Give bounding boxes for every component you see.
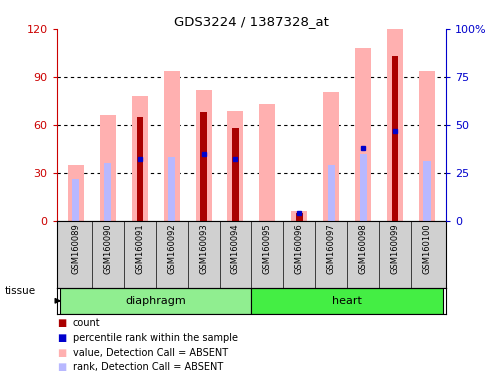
Text: diaphragm: diaphragm bbox=[125, 296, 186, 306]
Text: GSM160098: GSM160098 bbox=[359, 223, 368, 274]
Bar bbox=[251, 288, 443, 314]
Bar bbox=[328, 165, 335, 221]
Bar bbox=[296, 213, 303, 221]
Title: GDS3224 / 1387328_at: GDS3224 / 1387328_at bbox=[174, 15, 329, 28]
Bar bbox=[387, 23, 403, 221]
Text: tissue: tissue bbox=[5, 286, 36, 296]
Bar bbox=[419, 71, 435, 221]
Text: GSM160089: GSM160089 bbox=[71, 223, 80, 274]
Bar bbox=[423, 161, 430, 221]
Text: GSM160095: GSM160095 bbox=[263, 223, 272, 274]
Text: count: count bbox=[73, 318, 101, 328]
Bar bbox=[360, 154, 367, 221]
Text: ■: ■ bbox=[57, 362, 66, 372]
Bar bbox=[100, 115, 116, 221]
Text: GSM160094: GSM160094 bbox=[231, 223, 240, 274]
Bar bbox=[259, 104, 276, 221]
Bar bbox=[232, 128, 239, 221]
Text: ■: ■ bbox=[57, 348, 66, 358]
Bar bbox=[323, 92, 339, 221]
Text: GSM160100: GSM160100 bbox=[423, 223, 431, 274]
Text: GSM160096: GSM160096 bbox=[295, 223, 304, 274]
Bar bbox=[291, 211, 307, 221]
Bar bbox=[104, 163, 111, 221]
Text: GSM160093: GSM160093 bbox=[199, 223, 208, 274]
Bar bbox=[296, 213, 303, 221]
Bar bbox=[232, 163, 239, 221]
Text: ■: ■ bbox=[57, 318, 66, 328]
Text: GSM160090: GSM160090 bbox=[103, 223, 112, 274]
Text: percentile rank within the sample: percentile rank within the sample bbox=[73, 333, 238, 343]
Bar bbox=[355, 48, 371, 221]
Bar bbox=[132, 96, 148, 221]
Bar bbox=[196, 90, 211, 221]
Bar bbox=[137, 117, 143, 221]
Bar bbox=[68, 165, 84, 221]
Text: value, Detection Call = ABSENT: value, Detection Call = ABSENT bbox=[73, 348, 228, 358]
Text: GSM160091: GSM160091 bbox=[135, 223, 144, 274]
Bar bbox=[168, 157, 175, 221]
Bar bbox=[200, 112, 207, 221]
Text: heart: heart bbox=[332, 296, 362, 306]
Bar bbox=[227, 111, 244, 221]
Text: GSM160092: GSM160092 bbox=[167, 223, 176, 274]
Bar bbox=[60, 288, 251, 314]
Text: rank, Detection Call = ABSENT: rank, Detection Call = ABSENT bbox=[73, 362, 223, 372]
Bar bbox=[164, 71, 179, 221]
Text: GSM160097: GSM160097 bbox=[327, 223, 336, 274]
Bar bbox=[72, 179, 79, 221]
Text: GSM160099: GSM160099 bbox=[390, 223, 400, 274]
Text: ■: ■ bbox=[57, 333, 66, 343]
Bar bbox=[392, 56, 398, 221]
